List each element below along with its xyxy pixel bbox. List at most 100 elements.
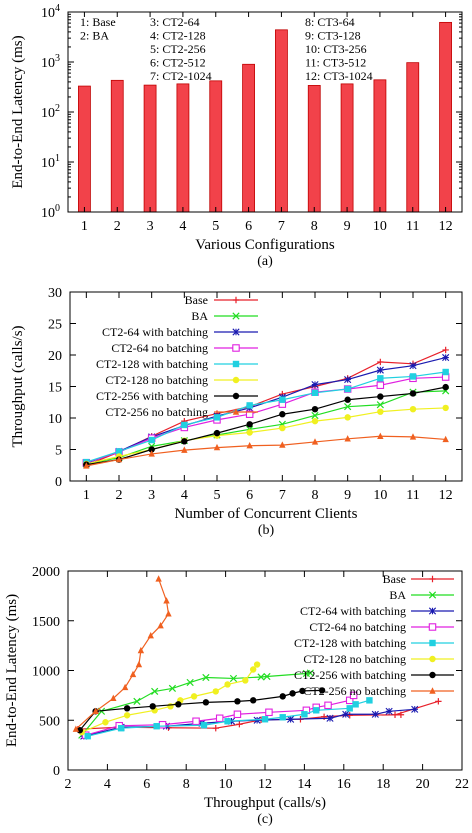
y-tick-label-a: 104 bbox=[41, 3, 60, 21]
data-point-b-4 bbox=[246, 402, 253, 409]
y-axis-label-b: Throughput (calls/s) bbox=[10, 325, 26, 447]
data-point-b-6 bbox=[246, 421, 253, 428]
data-point-b-1 bbox=[311, 411, 319, 420]
data-point-c-4 bbox=[261, 716, 269, 723]
caption-c: (c) bbox=[257, 812, 273, 827]
data-point-b-5 bbox=[409, 405, 417, 413]
x-tick-label-a: 1 bbox=[81, 219, 88, 234]
data-point-c-7 bbox=[163, 597, 170, 604]
data-point-b-7 bbox=[344, 435, 351, 442]
x-tick-label-c: 16 bbox=[337, 777, 351, 792]
x-tick-label-a: 11 bbox=[406, 219, 419, 234]
data-point-c-6 bbox=[123, 705, 131, 712]
legend-marker-c bbox=[428, 591, 437, 599]
data-point-b-2 bbox=[376, 366, 384, 374]
data-point-c-4 bbox=[84, 732, 91, 740]
data-point-b-6 bbox=[377, 393, 384, 400]
data-point-b-4 bbox=[344, 385, 351, 393]
legend-label-b: CT2-64 with batching bbox=[102, 325, 208, 339]
bar-9 bbox=[340, 83, 354, 213]
legend-label-b: CT2-128 no batching bbox=[105, 373, 208, 387]
y-tick-label-c: 0 bbox=[53, 764, 60, 779]
data-point-c-3 bbox=[349, 691, 358, 700]
legend-marker-b bbox=[232, 344, 240, 352]
legend-label-a: 4: CT2-128 bbox=[150, 29, 206, 43]
data-point-b-4 bbox=[181, 421, 188, 429]
data-point-b-7 bbox=[83, 462, 90, 469]
data-point-b-7 bbox=[442, 435, 449, 443]
legend-marker-b bbox=[232, 360, 240, 368]
plot-frame-a bbox=[67, 11, 463, 213]
data-point-b-6 bbox=[311, 405, 319, 413]
legend-label-c: CT2-64 with batching bbox=[300, 604, 406, 618]
legend-label-c: CT2-256 no batching bbox=[303, 684, 406, 698]
data-point-c-4 bbox=[352, 701, 359, 708]
x-tick-label-c: 18 bbox=[376, 777, 390, 792]
data-point-c-0 bbox=[435, 698, 442, 705]
legend-label-a: 5: CT2-256 bbox=[150, 42, 206, 56]
data-point-b-5 bbox=[442, 404, 449, 412]
series-line-b-1 bbox=[86, 390, 446, 465]
data-point-b-2 bbox=[311, 381, 319, 389]
data-point-b-2 bbox=[409, 362, 417, 370]
y-tick-label-b: 10 bbox=[48, 412, 62, 427]
data-point-c-6 bbox=[279, 693, 286, 700]
data-point-b-6 bbox=[148, 446, 155, 453]
x-tick-label-b: 9 bbox=[344, 488, 351, 503]
data-point-b-4 bbox=[115, 448, 123, 455]
legend-marker-b bbox=[232, 408, 240, 415]
data-point-b-2 bbox=[344, 375, 352, 384]
y-tick-label-c: 500 bbox=[39, 714, 60, 729]
data-point-b-7 bbox=[148, 450, 155, 457]
data-point-c-7 bbox=[92, 707, 99, 714]
data-point-c-1 bbox=[202, 673, 210, 682]
legend-label-c: Base bbox=[383, 572, 406, 586]
data-point-b-5 bbox=[279, 424, 286, 432]
legend-label-c: CT2-128 with batching bbox=[294, 636, 406, 650]
data-point-c-1 bbox=[151, 687, 159, 696]
y-tick-label-b: 20 bbox=[48, 349, 62, 364]
x-tick-label-a: 9 bbox=[344, 219, 351, 234]
x-axis-label-c: Throughput (calls/s) bbox=[204, 795, 326, 811]
y-tick-label-b: 25 bbox=[48, 318, 62, 333]
bar-10 bbox=[373, 79, 387, 213]
data-point-b-7 bbox=[115, 455, 123, 463]
legend-marker-b bbox=[232, 328, 240, 336]
data-point-c-7 bbox=[165, 610, 172, 617]
data-point-c-0 bbox=[397, 711, 405, 718]
data-point-c-3 bbox=[345, 696, 354, 705]
legend-marker-b bbox=[232, 392, 240, 400]
y-tick-label-a: 103 bbox=[41, 53, 60, 71]
data-point-b-6 bbox=[442, 383, 449, 391]
data-point-c-0 bbox=[346, 712, 353, 719]
x-tick-label-c: 22 bbox=[455, 777, 469, 792]
x-tick-label-b: 2 bbox=[116, 488, 123, 503]
data-point-b-6 bbox=[409, 390, 417, 397]
data-point-b-3 bbox=[245, 410, 254, 418]
x-tick-label-a: 10 bbox=[373, 219, 387, 234]
data-point-c-3 bbox=[265, 708, 273, 717]
data-point-c-7 bbox=[110, 694, 117, 702]
data-point-c-5 bbox=[212, 688, 219, 695]
legend-label-a: 8: CT3-64 bbox=[305, 15, 355, 29]
y-tick-label-a: 101 bbox=[41, 153, 60, 171]
x-tick-label-b: 3 bbox=[148, 488, 155, 503]
caption-a: (a) bbox=[257, 254, 273, 269]
data-point-c-4 bbox=[346, 705, 353, 712]
x-tick-label-a: 4 bbox=[179, 219, 186, 234]
bar-11 bbox=[406, 62, 420, 213]
legend-label-a: 10: CT3-256 bbox=[305, 42, 367, 56]
data-point-b-2 bbox=[442, 353, 450, 362]
bar-6 bbox=[242, 63, 255, 213]
x-tick-label-c: 8 bbox=[183, 777, 190, 792]
x-tick-label-c: 20 bbox=[416, 777, 430, 792]
x-tick-label-b: 11 bbox=[406, 488, 419, 503]
x-tick-label-b: 6 bbox=[246, 488, 253, 503]
data-point-b-6 bbox=[213, 429, 221, 437]
data-point-c-1 bbox=[168, 684, 177, 693]
bar-1 bbox=[78, 85, 91, 213]
data-point-b-4 bbox=[409, 373, 417, 380]
data-point-c-5 bbox=[190, 693, 198, 700]
x-tick-label-a: 12 bbox=[439, 219, 453, 234]
